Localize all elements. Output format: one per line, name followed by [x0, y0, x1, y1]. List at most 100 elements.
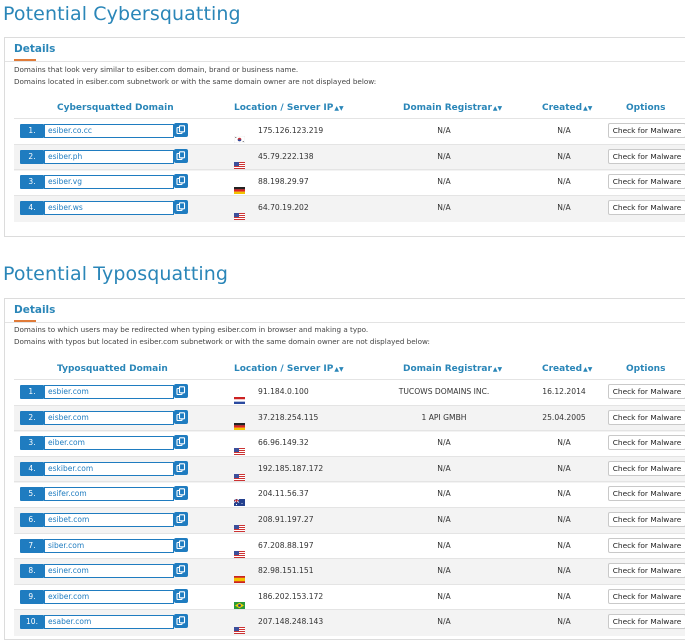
check-malware-button[interactable]: Check for Malware: [608, 563, 685, 579]
table-row: 7. siber.com 67.208.88.197 N/A N/A Check…: [14, 532, 685, 560]
domain-registrar: N/A: [437, 202, 451, 212]
cyber-col-location[interactable]: Location / Server IP▲▼: [234, 103, 344, 113]
copy-icon[interactable]: [174, 512, 188, 526]
country-flag-icon: [233, 128, 246, 144]
domain-link[interactable]: esifer.com: [44, 487, 174, 502]
domain-registrar: N/A: [437, 438, 451, 448]
check-malware-button[interactable]: Check for Malware: [608, 199, 685, 215]
sort-icon[interactable]: ▲▼: [334, 366, 344, 373]
check-malware-button[interactable]: Check for Malware: [608, 435, 685, 451]
copy-icon[interactable]: [174, 614, 188, 629]
copy-icon[interactable]: [174, 409, 188, 424]
copy-icon[interactable]: [174, 174, 188, 189]
table-row: 2. esiber.ph 45.79.222.138 N/A N/A Check…: [14, 143, 685, 171]
domain-registrar: N/A: [437, 566, 451, 576]
created-date: 16.12.2014: [542, 387, 586, 396]
created-date: N/A: [557, 126, 571, 135]
typosquatting-title: Potential Typosquatting: [3, 263, 229, 285]
country-flag-icon: [234, 440, 245, 456]
copy-icon[interactable]: [174, 199, 188, 214]
typo-description-line1: Domains to which users may be redirected…: [14, 325, 369, 334]
server-ip: 37.218.254.115: [258, 412, 319, 422]
created-date: N/A: [557, 515, 571, 524]
domain-registrar: N/A: [437, 591, 451, 601]
country-flag-icon: [234, 568, 245, 584]
row-number: 1.: [20, 385, 44, 399]
check-malware-button[interactable]: Check for Malware: [608, 123, 685, 138]
typo-details-heading: Details: [14, 304, 56, 316]
check-malware-button[interactable]: Check for Malware: [608, 148, 685, 164]
table-row: 3. esiber.vg 88.198.29.97 N/A N/A Check …: [14, 169, 685, 196]
server-ip: 66.96.149.32: [258, 438, 309, 448]
copy-icon[interactable]: [174, 460, 188, 475]
copy-icon[interactable]: [174, 148, 188, 163]
typo-col-registrar-label: Domain Registrar: [403, 364, 492, 374]
sort-icon[interactable]: ▲▼: [492, 105, 503, 112]
created-date: 25.04.2005: [542, 412, 586, 422]
typo-col-created[interactable]: Created▲▼: [542, 364, 592, 374]
typo-col-created-label: Created: [542, 364, 583, 374]
domain-link[interactable]: esbier.com: [44, 385, 174, 399]
check-malware-button[interactable]: Check for Malware: [608, 537, 685, 553]
copy-icon[interactable]: [174, 588, 188, 603]
sort-icon[interactable]: ▲▼: [583, 105, 593, 112]
copy-icon[interactable]: [174, 435, 188, 450]
row-number: 10.: [20, 615, 44, 630]
server-ip: 207.148.248.143: [258, 617, 324, 627]
typo-details-divider: [5, 322, 685, 323]
cyber-col-options: Options: [626, 103, 666, 113]
server-ip: 64.70.19.202: [258, 202, 309, 212]
check-malware-button[interactable]: Check for Malware: [608, 486, 685, 502]
domain-link[interactable]: esiber.co.cc: [44, 124, 174, 138]
check-malware-button[interactable]: Check for Malware: [608, 460, 685, 476]
typo-col-domain: Typosquatted Domain: [57, 364, 168, 374]
check-malware-button[interactable]: Check for Malware: [608, 409, 685, 425]
check-malware-button[interactable]: Check for Malware: [608, 512, 685, 527]
check-malware-button[interactable]: Check for Malware: [608, 614, 685, 630]
cyber-col-created[interactable]: Created▲▼: [542, 103, 592, 113]
domain-registrar: N/A: [437, 489, 451, 499]
country-flag-icon: [234, 415, 245, 430]
domain-link[interactable]: siber.com: [44, 538, 174, 553]
country-flag-icon: [233, 491, 245, 507]
domain-link[interactable]: esiber.ph: [44, 149, 174, 164]
domain-link[interactable]: eskiber.com: [44, 461, 174, 476]
check-malware-button[interactable]: Check for Malware: [608, 588, 685, 604]
domain-link[interactable]: esiber.vg: [44, 175, 174, 190]
row-number: 4.: [20, 461, 44, 476]
table-row: 6. esibet.com 208.91.197.27 N/A N/A Chec…: [14, 507, 685, 534]
server-ip: 192.185.187.172: [258, 463, 324, 473]
domain-link[interactable]: eiber.com: [44, 436, 174, 451]
row-number: 2.: [20, 149, 44, 164]
domain-link[interactable]: exiber.com: [44, 589, 174, 604]
domain-link[interactable]: esiber.ws: [44, 200, 174, 215]
cyber-col-registrar-label: Domain Registrar: [403, 103, 492, 113]
copy-icon[interactable]: [174, 123, 188, 137]
cyber-description-line1: Domains that look very similar to esiber…: [14, 65, 299, 74]
cyber-col-registrar[interactable]: Domain Registrar▲▼: [403, 103, 502, 113]
row-number: 3.: [20, 175, 44, 190]
copy-icon[interactable]: [174, 486, 188, 501]
domain-registrar: N/A: [437, 540, 451, 550]
check-malware-button[interactable]: Check for Malware: [608, 174, 685, 190]
check-malware-button[interactable]: Check for Malware: [608, 384, 685, 399]
domain-link[interactable]: esaber.com: [44, 615, 174, 630]
row-number: 4.: [20, 200, 44, 215]
domain-link[interactable]: eisber.com: [44, 410, 174, 425]
copy-icon[interactable]: [174, 537, 188, 552]
typo-col-location[interactable]: Location / Server IP▲▼: [234, 364, 344, 374]
sort-icon[interactable]: ▲▼: [492, 366, 503, 373]
cybersquatting-title: Potential Cybersquatting: [3, 3, 241, 25]
domain-link[interactable]: esibet.com: [44, 513, 174, 527]
sort-icon[interactable]: ▲▼: [334, 105, 344, 112]
copy-icon[interactable]: [174, 563, 188, 578]
typo-col-registrar[interactable]: Domain Registrar▲▼: [403, 364, 502, 374]
sort-icon[interactable]: ▲▼: [583, 366, 593, 373]
cyber-description-line2: Domains located in esiber.com subnetwork…: [14, 77, 377, 86]
copy-icon[interactable]: [174, 384, 188, 398]
created-date: N/A: [557, 438, 571, 448]
table-row: 4. eskiber.com 192.185.187.172 N/A N/A C…: [14, 455, 685, 483]
domain-registrar: N/A: [437, 177, 451, 187]
domain-link[interactable]: esiner.com: [44, 564, 174, 579]
table-row: 4. esiber.ws 64.70.19.202 N/A N/A Check …: [14, 194, 685, 222]
